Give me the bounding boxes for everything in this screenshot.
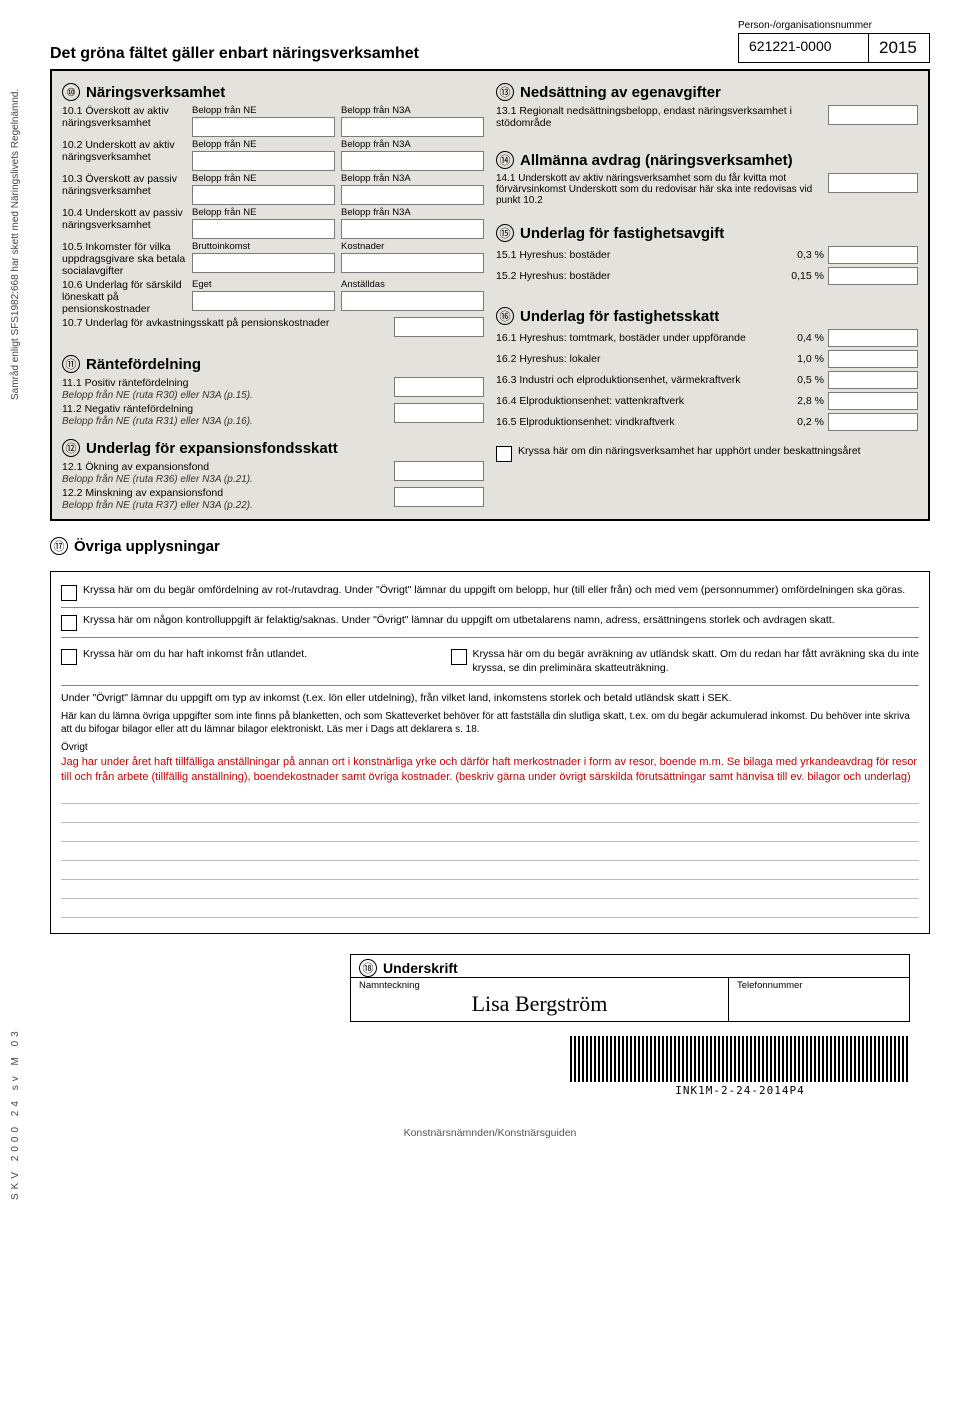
barcode-text: INK1M-2-24-2014P4	[570, 1084, 910, 1097]
sec12-title: Underlag för expansionsfondsskatt	[86, 440, 338, 457]
sec13-title: Nedsättning av egenavgifter	[520, 84, 721, 101]
sec11-num: ⑪	[62, 355, 80, 373]
sec15-num: ⑮	[496, 224, 514, 242]
chk-ceased[interactable]	[496, 446, 512, 462]
inp-10-4-n3a[interactable]	[341, 219, 484, 239]
inp-11-1[interactable]	[394, 377, 484, 397]
r10-1: 10.1 Överskott av aktiv näringsverksamhe…	[62, 105, 192, 129]
chk-17-2[interactable]	[61, 615, 77, 631]
r12-1: 12.1 Ökning av expansionsfond	[62, 461, 209, 473]
inp-10-5-b[interactable]	[341, 253, 484, 273]
id-label: Person-/organisationsnummer	[738, 20, 930, 31]
inp-12-1[interactable]	[394, 461, 484, 481]
inp-15-1[interactable]	[828, 246, 918, 264]
inp-12-2[interactable]	[394, 487, 484, 507]
sec17-box: Kryssa här om du begär omfördelning av r…	[50, 571, 930, 934]
r16-4: 16.4 Elproduktionsenhet: vattenkraftverk	[496, 395, 778, 407]
inp-10-5-a[interactable]	[192, 253, 335, 273]
n17-2: Här kan du lämna övriga uppgifter som in…	[61, 710, 919, 736]
inp-16-2[interactable]	[828, 350, 918, 368]
r15-2: 15.2 Hyreshus: bostäder	[496, 270, 778, 282]
signature-box: ⑱ Underskrift Namnteckning Lisa Bergström…	[350, 954, 910, 1022]
inp-15-2[interactable]	[828, 267, 918, 285]
r12-2: 12.2 Minskning av expansionsfond	[62, 487, 223, 499]
r10-2: 10.2 Underskott av aktiv näringsverksamh…	[62, 139, 192, 163]
ovrigt-label: Övrigt	[61, 742, 919, 753]
chk-ceased-label: Kryssa här om din näringsverksamhet har …	[518, 445, 861, 459]
sec16-title: Underlag för fastighetsskatt	[520, 308, 719, 325]
sec16-num: ⑯	[496, 307, 514, 325]
year: 2015	[869, 34, 929, 62]
inp-10-2-ne[interactable]	[192, 151, 335, 171]
inp-16-1[interactable]	[828, 329, 918, 347]
barcode: INK1M-2-24-2014P4	[570, 1036, 910, 1097]
inp-10-1-n3a[interactable]	[341, 117, 484, 137]
r11-2: 11.2 Negativ räntefördelning	[62, 403, 193, 415]
r16-5: 16.5 Elproduktionsenhet: vindkraftverk	[496, 416, 778, 428]
sec14-num: ⑭	[496, 151, 514, 169]
r16-3: 16.3 Industri och elproduktionsenhet, vä…	[496, 374, 778, 386]
form-code: SKV 2000 24 sv M 03	[10, 1027, 21, 1200]
page-title: Det gröna fältet gäller enbart näringsve…	[50, 45, 419, 63]
inp-10-3-ne[interactable]	[192, 185, 335, 205]
inp-10-4-ne[interactable]	[192, 219, 335, 239]
sig-tel-label: Telefonnummer	[737, 980, 901, 991]
signature[interactable]: Lisa Bergström	[359, 991, 720, 1017]
r10-6: 10.6 Underlag för särskild löneskatt på …	[62, 279, 192, 315]
sec18-title: Underskrift	[383, 960, 458, 976]
inp-13-1[interactable]	[828, 105, 918, 125]
inp-11-2[interactable]	[394, 403, 484, 423]
inp-10-7[interactable]	[394, 317, 484, 337]
r10-3: 10.3 Överskott av passiv näringsverksamh…	[62, 173, 192, 197]
inp-10-6-a[interactable]	[192, 291, 335, 311]
r10-5: 10.5 Inkomster för vilka uppdragsgivare …	[62, 241, 192, 277]
r13-1: 13.1 Regionalt nedsättningsbelopp, endas…	[496, 105, 828, 129]
sec13-num: ⑬	[496, 83, 514, 101]
inp-10-2-n3a[interactable]	[341, 151, 484, 171]
chk-17-1[interactable]	[61, 585, 77, 601]
sec10-title: Näringsverksamhet	[86, 84, 225, 101]
main-green-box: ⑩ Näringsverksamhet 10.1 Överskott av akt…	[50, 69, 930, 521]
sec18-num: ⑱	[359, 959, 377, 977]
inp-16-4[interactable]	[828, 392, 918, 410]
n17-1: Under "Övrigt" lämnar du uppgift om typ …	[61, 692, 919, 706]
inp-10-6-b[interactable]	[341, 291, 484, 311]
inp-10-3-n3a[interactable]	[341, 185, 484, 205]
id-value: 621221-0000	[739, 34, 869, 62]
sec17-num: ⑰	[50, 537, 68, 555]
r15-1: 15.1 Hyreshus: bostäder	[496, 249, 778, 261]
sec14-title: Allmänna avdrag (näringsverksamhet)	[520, 152, 793, 169]
inp-10-1-ne[interactable]	[192, 117, 335, 137]
sec12-num: ⑫	[62, 439, 80, 457]
r16-2: 16.2 Hyreshus: lokaler	[496, 353, 778, 365]
sig-name-label: Namnteckning	[359, 980, 720, 991]
side-note: Samråd enligt SFS1982:668 har skett med …	[10, 89, 21, 400]
inp-16-3[interactable]	[828, 371, 918, 389]
r11-1: 11.1 Positiv räntefördelning	[62, 377, 188, 389]
r10-4: 10.4 Underskott av passiv näringsverksam…	[62, 207, 192, 231]
r16-1: 16.1 Hyreshus: tomtmark, bostäder under …	[496, 332, 778, 344]
chk-17-4[interactable]	[451, 649, 467, 665]
chk-17-3[interactable]	[61, 649, 77, 665]
ovrigt-text[interactable]: Jag har under året haft tillfälliga anst…	[61, 755, 919, 785]
sec15-title: Underlag för fastighetsavgift	[520, 225, 724, 242]
inp-16-5[interactable]	[828, 413, 918, 431]
sec11-title: Räntefördelning	[86, 356, 201, 373]
sec10-num: ⑩	[62, 83, 80, 101]
sec17-title: Övriga upplysningar	[74, 538, 220, 555]
r14-1: 14.1 Underskott av aktiv näringsverksamh…	[496, 173, 828, 206]
id-box: Person-/organisationsnummer 621221-0000 …	[738, 20, 930, 63]
inp-14-1[interactable]	[828, 173, 918, 193]
r10-7: 10.7 Underlag för avkastningsskatt på pe…	[62, 317, 394, 329]
footer: Konstnärsnämnden/Konstnärsguiden	[50, 1127, 930, 1139]
ovrigt-lines[interactable]	[61, 785, 919, 925]
